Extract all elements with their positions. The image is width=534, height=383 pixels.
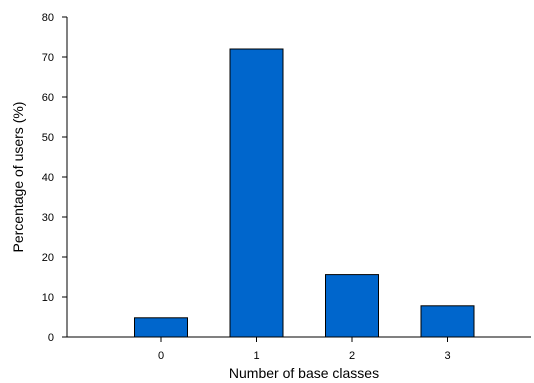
y-tick-label: 20: [42, 252, 54, 264]
bar-3: [420, 305, 475, 338]
y-tick-label: 50: [42, 132, 54, 144]
x-tick-label: 1: [253, 350, 259, 362]
y-tick-label: 80: [42, 12, 54, 24]
bar-0: [134, 317, 188, 338]
bar-2: [325, 274, 379, 338]
bar-1: [229, 48, 284, 338]
x-ticks-layer: 0 1 2 3: [158, 337, 451, 362]
y-tick-label: 60: [42, 92, 54, 104]
y-axis-title: Percentage of users (%): [10, 102, 26, 253]
x-tick-label: 2: [349, 350, 355, 362]
y-tick-label: 0: [48, 332, 54, 344]
x-tick-label: 0: [158, 350, 164, 362]
y-tick-label: 30: [42, 212, 54, 224]
y-tick-label: 70: [42, 52, 54, 64]
y-tick-label: 10: [42, 292, 54, 304]
x-axis-title: Number of base classes: [229, 365, 379, 381]
y-tick-label: 40: [42, 172, 54, 184]
x-tick-label: 3: [444, 350, 450, 362]
y-ticks-layer: 0 10 20 30 40 50 60 70 80: [42, 12, 67, 344]
bars-layer: [134, 48, 475, 338]
